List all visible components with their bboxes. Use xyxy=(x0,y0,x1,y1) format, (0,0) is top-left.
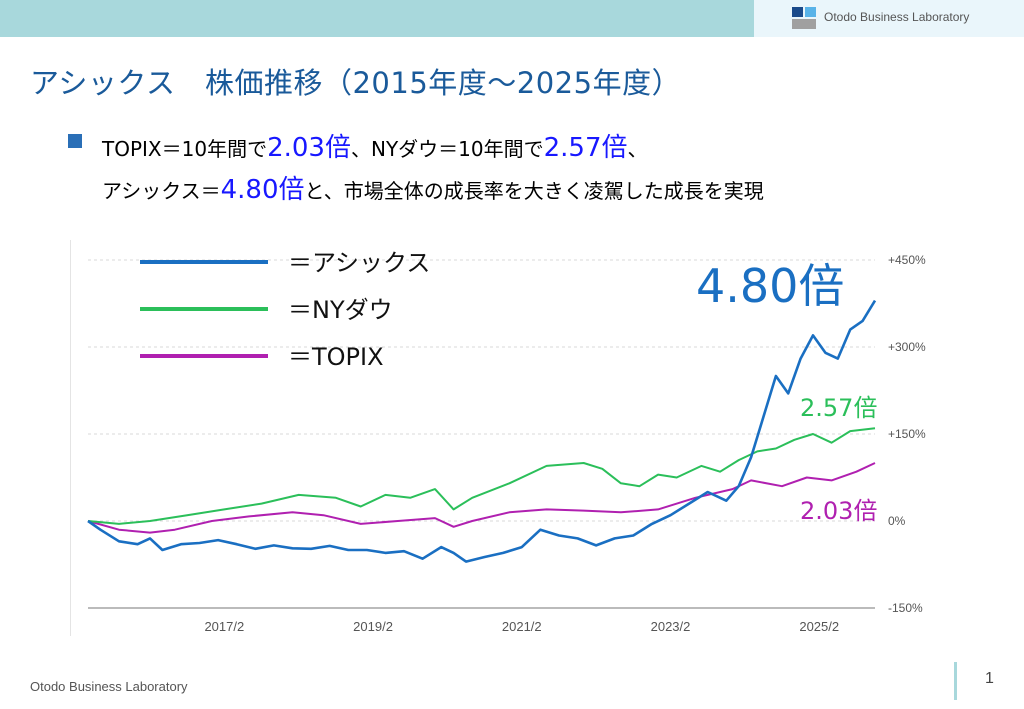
bullet-line-1: TOPIX＝10年間で2.03倍、NYダウ＝10年間で2.57倍、 xyxy=(102,127,648,164)
x-tick-label: 2021/2 xyxy=(502,619,542,634)
slide-title: アシックス 株価推移（2015年度～2025年度） xyxy=(30,66,682,100)
bullet-text: 、 xyxy=(627,137,648,161)
bullet-text: と、市場全体の成長率を大きく凌駕した成長を実現 xyxy=(304,179,764,203)
asics-multiple: 4.80倍 xyxy=(220,175,305,205)
page-divider xyxy=(954,662,957,700)
page-number: 1 xyxy=(985,670,994,687)
bullet-text: TOPIX＝10年間で xyxy=(102,137,268,161)
brand-box xyxy=(754,0,1024,37)
series-end-label: 2.57倍 xyxy=(800,394,877,422)
y-tick-label: -150% xyxy=(888,601,923,615)
series-line xyxy=(87,462,876,534)
topix-multiple: 2.03倍 xyxy=(267,133,351,163)
series-end-label: 2.03倍 xyxy=(800,497,877,525)
x-tick-label: 2025/2 xyxy=(799,619,839,634)
nydow-multiple: 2.57倍 xyxy=(543,133,628,163)
bullet-text: アシックス＝ xyxy=(102,179,221,203)
y-tick-label: +150% xyxy=(888,427,926,441)
series-line xyxy=(87,299,877,563)
legend-label: ＝NYダウ xyxy=(288,296,393,324)
x-tick-label: 2023/2 xyxy=(651,619,691,634)
x-tick-label: 2019/2 xyxy=(353,619,393,634)
y-tick-label: +300% xyxy=(888,340,926,354)
legend-label: ＝アシックス xyxy=(288,249,430,277)
bullet-line-2: アシックス＝4.80倍と、市場全体の成長率を大きく凌駕した成長を実現 xyxy=(102,169,764,206)
y-tick-label: +450% xyxy=(888,253,926,267)
chart-left-border xyxy=(70,240,71,636)
brand-logo-icon xyxy=(792,7,816,29)
bullet-marker xyxy=(68,134,82,148)
legend-label: ＝TOPIX xyxy=(288,343,384,371)
series-line xyxy=(87,427,876,525)
footer-text: Otodo Business Laboratory xyxy=(30,679,188,694)
series-end-label: 4.80倍 xyxy=(696,259,844,313)
header-bar xyxy=(0,0,754,37)
brand-name: Otodo Business Laboratory xyxy=(824,10,970,24)
bullet-text: 、NYダウ＝10年間で xyxy=(350,137,544,161)
y-tick-label: 0% xyxy=(888,514,906,528)
x-tick-label: 2017/2 xyxy=(204,619,244,634)
